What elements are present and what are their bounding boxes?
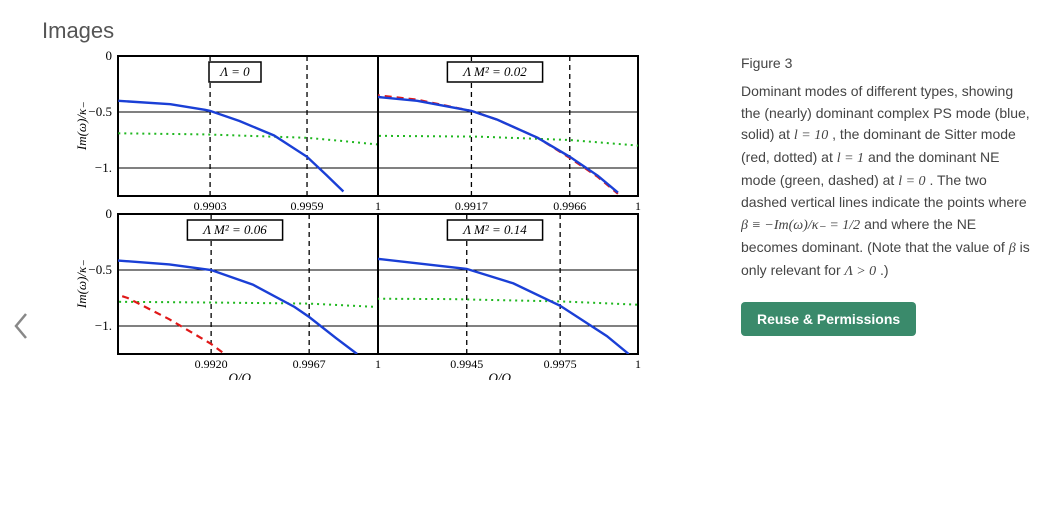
caption-text: .)	[880, 262, 889, 278]
svg-text:0: 0	[106, 206, 113, 221]
svg-text:1: 1	[375, 357, 381, 371]
svg-text:0: 0	[106, 50, 113, 63]
svg-text:Λ M² = 0.06: Λ M² = 0.06	[201, 222, 267, 237]
figure-number-label: Figure 3	[741, 55, 1033, 71]
chevron-left-icon	[12, 310, 32, 342]
svg-text:0.9967: 0.9967	[293, 357, 326, 371]
svg-text:1: 1	[635, 199, 641, 213]
section-title: Images	[42, 18, 114, 44]
math-l1: l = 1	[837, 151, 864, 166]
figure-content: 0 −0.5 −1. Λ = 0 0.9903 0.9959 1 Λ M² = 0.02 0.9…	[70, 50, 710, 383]
svg-text:0.9975: 0.9975	[544, 357, 577, 371]
reuse-permissions-button[interactable]: Reuse & Permissions	[741, 302, 916, 336]
svg-text:0.9903: 0.9903	[194, 199, 227, 213]
svg-text:0.9917: 0.9917	[455, 199, 488, 213]
svg-text:−0.5: −0.5	[88, 262, 112, 277]
svg-text:0.9945: 0.9945	[450, 357, 483, 371]
math-beta-sym: β	[1009, 241, 1016, 256]
figure-sidebar: Figure 3 Dominant modes of different typ…	[741, 55, 1043, 345]
svg-text:Im(ω)/κ₋: Im(ω)/κ₋	[74, 102, 89, 151]
svg-text:0.9959: 0.9959	[291, 199, 324, 213]
figure-caption: Dominant modes of different types, showi…	[741, 81, 1033, 282]
svg-text:−1.: −1.	[95, 318, 112, 333]
svg-text:−0.5: −0.5	[88, 104, 112, 119]
svg-text:Λ M² = 0.14: Λ M² = 0.14	[461, 222, 527, 237]
svg-text:−1.: −1.	[95, 160, 112, 175]
svg-text:0.9920: 0.9920	[195, 357, 228, 371]
svg-text:Λ M² = 0.02: Λ M² = 0.02	[461, 64, 527, 79]
svg-text:Q/Qmax: Q/Qmax	[488, 370, 528, 380]
svg-text:1: 1	[375, 199, 381, 213]
svg-text:Q/Qmax: Q/Qmax	[228, 370, 268, 380]
math-beta-expr: β ≡ −Im(ω)/κ₋ = 1/2	[741, 218, 860, 233]
math-l0: l = 0	[898, 174, 925, 189]
svg-text:0.9966: 0.9966	[553, 199, 586, 213]
svg-text:1: 1	[635, 357, 641, 371]
figure-chart: 0 −0.5 −1. Λ = 0 0.9903 0.9959 1 Λ M² = 0.02 0.9…	[70, 50, 710, 380]
math-l10: l = 10	[794, 128, 828, 143]
prev-arrow[interactable]	[12, 310, 32, 345]
svg-text:Λ = 0: Λ = 0	[218, 64, 250, 79]
math-lambda-cond: Λ > 0	[845, 264, 877, 279]
svg-text:Im(ω)/κ₋: Im(ω)/κ₋	[74, 260, 89, 309]
